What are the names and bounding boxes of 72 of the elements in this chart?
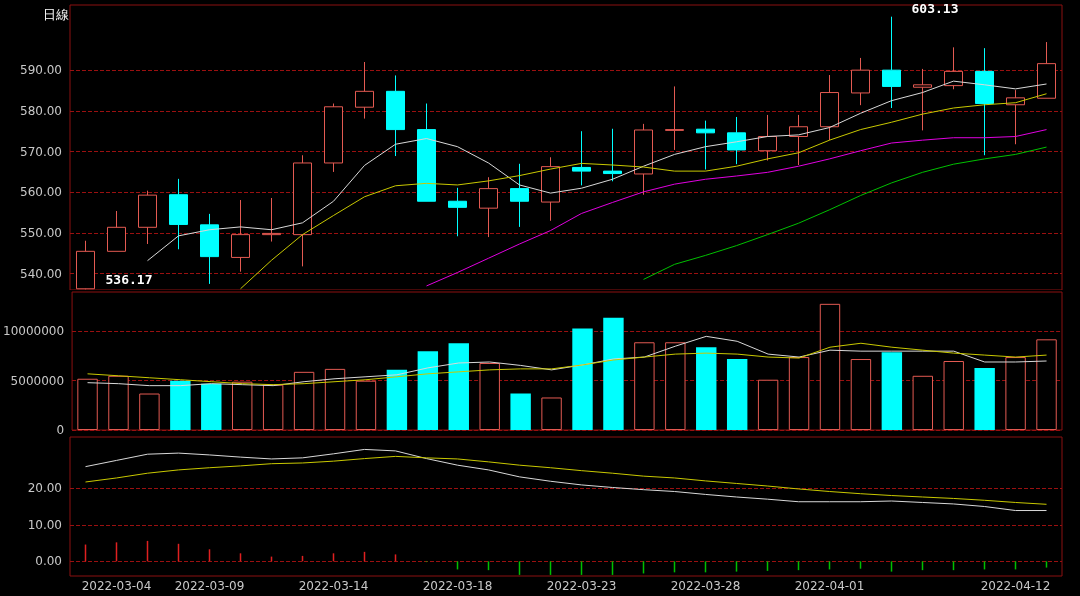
candlestick <box>665 85 684 151</box>
candlestick <box>386 74 405 157</box>
bar <box>417 351 439 430</box>
candlestick <box>913 68 932 131</box>
y-tick-label: 580.00 <box>20 103 62 118</box>
bar <box>386 369 408 430</box>
candlestick <box>510 163 529 228</box>
bar <box>201 383 222 430</box>
bar <box>726 359 748 430</box>
bar <box>603 317 624 430</box>
candlestick <box>696 120 715 170</box>
candlestick <box>231 199 250 273</box>
bar <box>881 352 903 430</box>
line-series <box>643 146 1047 280</box>
candlestick <box>1037 41 1056 99</box>
candlestick <box>417 103 436 202</box>
candlestick <box>169 178 188 250</box>
candlestick <box>572 130 591 186</box>
candlestick <box>293 154 312 267</box>
candlestick <box>975 47 994 156</box>
x-tick-label: 2022-04-01 <box>794 579 865 593</box>
candlestick <box>944 46 963 90</box>
y-tick-label: 10000000 <box>3 324 65 339</box>
y-tick-label: 540.00 <box>20 266 62 281</box>
line-series <box>240 93 1047 290</box>
candlestick <box>851 57 870 106</box>
y-tick-label: 10.00 <box>27 517 62 532</box>
candlestick <box>448 187 467 237</box>
candlestick <box>262 197 281 243</box>
annotation: 536.17 <box>105 272 153 288</box>
line-series <box>147 80 1047 262</box>
candlestick <box>820 74 839 141</box>
line-series <box>85 455 1047 505</box>
y-tick-label: 0.00 <box>35 554 62 569</box>
x-tick-label: 2022-03-18 <box>422 579 493 593</box>
y-tick-label: 20.00 <box>27 481 62 496</box>
y-tick-label: 550.00 <box>20 226 62 240</box>
x-tick-label: 2022-04-12 <box>980 579 1051 593</box>
y-tick-label: 0 <box>56 423 65 437</box>
x-tick-label: 2022-03-09 <box>174 579 245 593</box>
line-series <box>85 448 1047 512</box>
candlestick <box>107 210 126 252</box>
x-tick-label: 2022-03-04 <box>81 579 152 593</box>
candlestick <box>727 116 746 165</box>
x-tick-label: 2022-03-23 <box>546 579 617 593</box>
y-tick-label: 590.00 <box>20 63 62 78</box>
line-series <box>426 129 1047 287</box>
bar <box>974 367 995 430</box>
candlestick <box>355 61 374 120</box>
bar <box>696 347 717 430</box>
y-tick-label: 570.00 <box>20 144 62 159</box>
candlestick <box>541 156 560 222</box>
line-series <box>87 335 1048 387</box>
candlestick <box>758 114 777 162</box>
annotation: 603.13 <box>911 1 959 16</box>
line-series <box>87 342 1048 386</box>
candlestick <box>138 190 157 245</box>
bar <box>572 328 593 430</box>
candlestick <box>634 123 653 196</box>
candlestick <box>603 128 622 182</box>
candlestick <box>882 16 901 109</box>
y-tick-label: 5000000 <box>10 373 65 388</box>
bar <box>510 393 531 430</box>
x-tick-label: 2022-03-28 <box>670 579 741 593</box>
candlestick <box>324 103 343 173</box>
y-tick-label: 560.00 <box>20 185 62 200</box>
chart-title: 日線 <box>43 7 69 22</box>
x-tick-label: 2022-03-14 <box>298 579 369 593</box>
candlestick <box>479 176 498 238</box>
bar <box>170 380 191 430</box>
bar <box>448 343 469 430</box>
candlestick <box>200 213 219 285</box>
